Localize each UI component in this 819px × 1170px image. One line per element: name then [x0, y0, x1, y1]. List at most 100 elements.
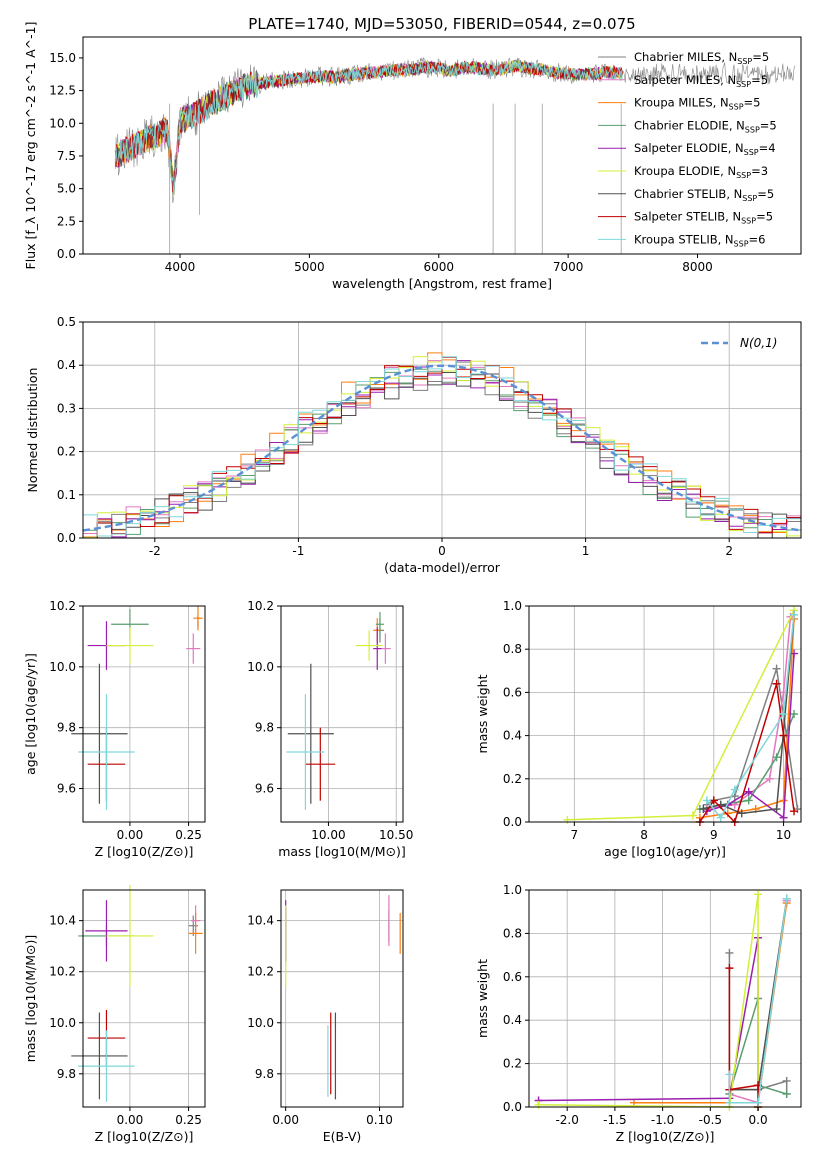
y-tick-label: 10.4 [247, 914, 274, 928]
x-tick-label: 0.25 [175, 828, 202, 842]
y-tick-label: 12.5 [49, 84, 76, 98]
axes-frame [280, 889, 404, 1108]
series-marker [725, 1070, 734, 1079]
legend-sub: SSP [737, 57, 752, 66]
y-tick-label: 10.2 [49, 965, 76, 979]
series-marker [725, 948, 734, 957]
series-marker [790, 710, 799, 718]
point-chabrier-stelib [71, 1012, 128, 1100]
point-kroupa-miles [188, 912, 203, 954]
x-axis-label: Z [log10(Z/Z⊙)] [616, 1129, 715, 1144]
series-marker [723, 809, 732, 818]
point-kroupa-stelib [78, 694, 135, 810]
y-tick-label: 10.2 [247, 965, 274, 979]
series-marker [709, 796, 718, 805]
x-tick-label: 10.00 [311, 828, 345, 842]
series-marker [699, 805, 708, 814]
series-marker [772, 805, 781, 814]
series-marker [716, 813, 725, 822]
point-kroupa-elodie [106, 627, 154, 664]
legend-sub: SSP [736, 171, 751, 180]
series-marker [534, 1100, 543, 1109]
axes-frame [280, 605, 404, 823]
point-chabrier-miles [188, 915, 198, 936]
panels: 4000 5000 6000 7000 80000.02.55.07.510.012.5… [23, 22, 802, 1144]
x-tick-label: 8 [640, 828, 648, 842]
x-tick-label: 0.00 [117, 828, 144, 842]
y-axis-label: Normed distribution [25, 368, 40, 493]
point-kroupa-miles [193, 606, 203, 631]
panel-mass-vs-Z: 0.00 0.25 9.8 10.0 10.2 10.4 Z [log10(Z/Z⊙)] ma… [23, 884, 206, 1144]
x-axis-label: mass [log10(M/M⊙)] [278, 844, 406, 859]
x-tick-label: 4000 [165, 260, 196, 274]
y-tick-label: 10.2 [247, 599, 274, 613]
series-kroupa-elodie [563, 606, 799, 824]
series-line [567, 609, 795, 821]
point-salpeter-miles [186, 633, 201, 664]
y-tick-label: 0.8 [503, 642, 522, 656]
x-tick-label: 0.00 [117, 1113, 144, 1127]
legend-sub: SSP [745, 125, 760, 134]
y-tick-label: 1.0 [503, 599, 522, 613]
x-tick-label: -2 [149, 544, 161, 558]
y-tick-label: 0.2 [503, 772, 522, 786]
x-tick-label: -1 [292, 544, 304, 558]
y-axis-label: age [log10(age/yr)] [23, 653, 38, 775]
panel-age-vs-Z: 0.00 0.25 9.6 9.8 10.0 10.2 Z [log10(Z/Z⊙)] age… [23, 599, 206, 859]
axes-frame [528, 889, 802, 1108]
series-marker [563, 815, 572, 824]
x-tick-label: 9 [710, 828, 718, 842]
point-chabrier-elodie [375, 612, 385, 637]
y-tick-label: 10.4 [49, 914, 76, 928]
point-kroupa-elodie [355, 630, 383, 661]
series-marker [688, 811, 697, 820]
panel-mass-weight-vs-Z: -2.0 -1.5 -1.0 -0.5 0.0 0.0 0.2 0.4 0.6 0.8 1.0 Z [… [475, 883, 802, 1144]
axes-frame [82, 889, 206, 1108]
y-tick-label: 0.5 [57, 315, 76, 329]
x-tick-label: 2 [725, 544, 733, 558]
y-tick-label: 9.8 [57, 721, 76, 735]
point-kroupa-elodie [106, 884, 154, 988]
point-salpeter-miles [379, 633, 391, 664]
y-tick-label: 0.6 [503, 970, 522, 984]
x-tick-label: 5000 [294, 260, 325, 274]
plot-area [563, 606, 802, 826]
point-kroupa-stelib [286, 694, 325, 810]
legend-label: Salpeter MILES, NSSP=5 [634, 73, 768, 89]
legend-sub: SSP [734, 239, 749, 248]
legend-value: =5 [757, 187, 774, 201]
legend-label: Salpeter STELIB, NSSP=5 [634, 210, 773, 226]
legend-label: N(0,1) [740, 336, 777, 350]
series-marker [779, 796, 788, 805]
legend-sub: SSP [741, 217, 756, 226]
series-marker [790, 649, 799, 658]
y-tick-label: 0.0 [503, 1100, 522, 1114]
series-marker [754, 890, 763, 899]
series-marker [772, 753, 781, 762]
y-tick-label: 2.5 [57, 214, 76, 228]
point-chabrier-stelib [71, 663, 128, 804]
series-marker [782, 1089, 791, 1098]
normal-curve [82, 364, 802, 532]
point-salpeter-stelib [305, 727, 336, 801]
y-tick-label: 10.0 [49, 660, 76, 674]
panel-age-vs-mass: 10.00 10.50 9.6 9.8 10.0 10.2 mass [log10(M/M⊙… [247, 599, 413, 859]
legend-value: =5 [752, 50, 769, 64]
series-kroupa-elodie [534, 890, 763, 1111]
y-tick-label: 10.0 [247, 660, 274, 674]
legend-value: =5 [744, 96, 761, 110]
y-tick-label: 1.0 [503, 883, 522, 897]
series-line [728, 968, 759, 1107]
series-line [706, 616, 792, 810]
series-marker [782, 1076, 791, 1085]
x-tick-label: 7 [571, 828, 579, 842]
series-marker [765, 774, 774, 783]
x-tick-label: 0.00 [272, 1113, 299, 1127]
x-tick-label: 0.0 [749, 1113, 768, 1127]
y-tick-label: 0.2 [503, 1057, 522, 1071]
series-salpeter-stelib [695, 679, 799, 826]
series-marker [730, 785, 739, 794]
series-kroupa-stelib [702, 610, 799, 822]
panel-spectrum: 4000 5000 6000 7000 8000 0.0 2.5 5.0 7.5 10.0 12.5… [23, 22, 802, 291]
legend-value: =4 [759, 141, 776, 155]
